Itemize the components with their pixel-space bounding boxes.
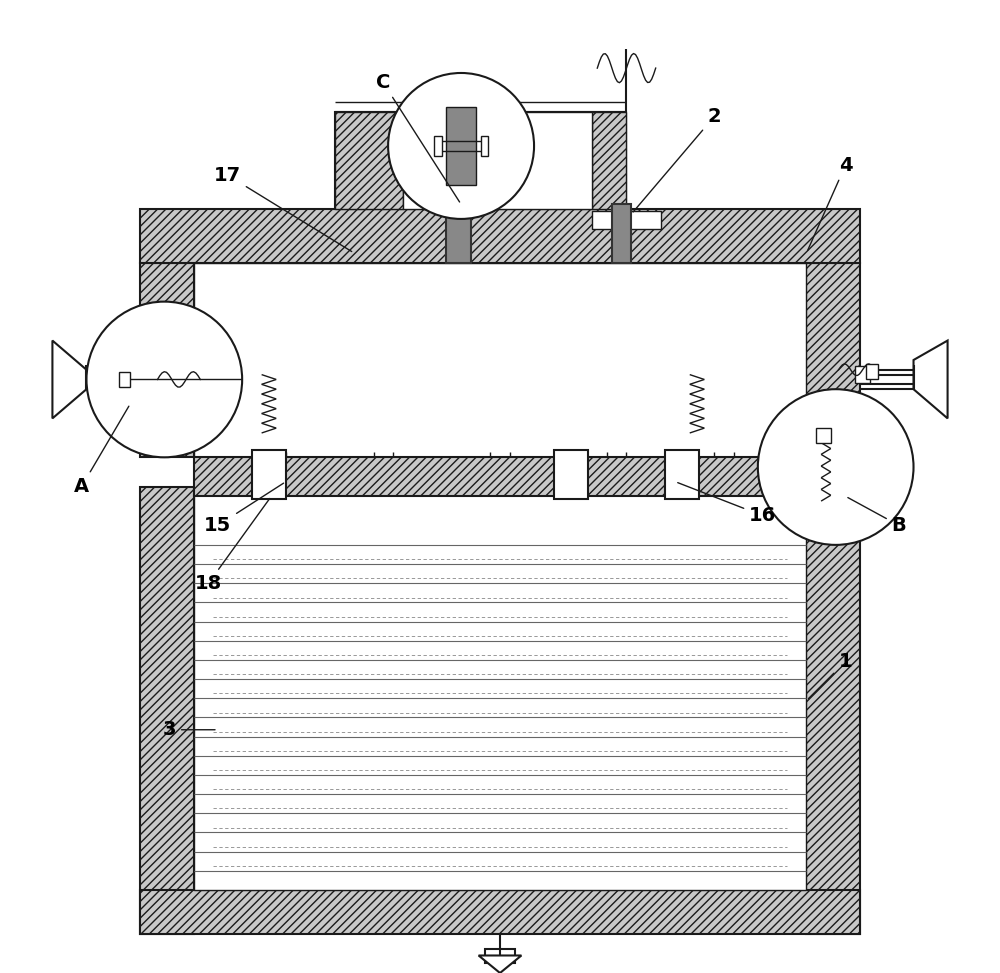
Bar [335,112,626,209]
Bar [446,107,476,185]
Bar [140,890,860,934]
Text: A: A [74,406,129,496]
Bar [481,136,488,156]
Bar [119,372,130,387]
Bar [592,112,626,209]
Text: 1: 1 [808,652,852,699]
Bar [816,428,831,443]
Bar [446,209,471,263]
Circle shape [86,302,242,457]
Bar [140,486,194,934]
Bar [485,949,515,963]
Bar [446,185,471,209]
Polygon shape [479,955,521,973]
Bar [554,450,588,499]
Text: 2: 2 [633,107,721,212]
Bar [335,112,403,209]
Bar [194,457,806,496]
Bar [806,263,860,457]
Text: 16: 16 [678,483,776,525]
Bar [252,450,286,499]
Text: 4: 4 [808,156,852,250]
Text: 17: 17 [214,165,352,252]
Circle shape [758,389,914,545]
Bar [130,366,145,383]
Bar [434,136,442,156]
Bar [855,366,870,383]
Polygon shape [52,341,86,418]
Bar [806,486,860,934]
Text: 15: 15 [204,484,284,535]
Text: 3: 3 [162,720,215,739]
Circle shape [388,73,534,219]
Bar [194,486,806,890]
Bar [140,209,860,263]
Text: B: B [848,497,906,535]
Bar [866,364,878,379]
Bar [140,263,194,457]
Polygon shape [914,341,948,418]
Bar [612,204,631,263]
Bar [403,112,592,209]
Bar [665,450,699,499]
Bar [592,211,661,229]
Bar [194,263,806,457]
Text: C: C [376,73,460,202]
Text: 18: 18 [194,498,270,594]
